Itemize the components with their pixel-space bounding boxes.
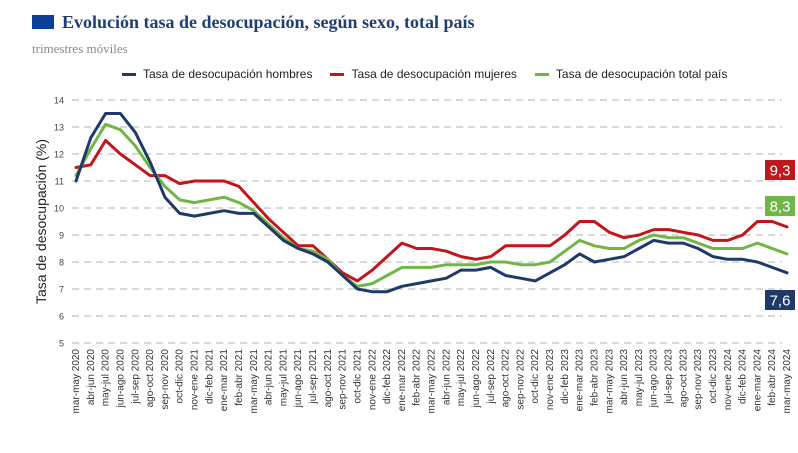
x-tick-label: oct-dic 2022 <box>530 349 541 404</box>
legend-label-total: Tasa de desocupación total país <box>555 67 728 81</box>
y-axis-title: Tasa de desocupación (%) <box>33 139 49 304</box>
end-label-box-0 <box>765 160 795 180</box>
x-tick-label: feb-abr 2022 <box>412 349 423 406</box>
x-tick-label: abr-jun 2020 <box>86 349 97 406</box>
x-tick-label: may-jul 2020 <box>101 349 112 407</box>
x-tick-label: feb-abr 2023 <box>589 349 600 406</box>
x-tick-label: feb-abr 2024 <box>767 349 778 406</box>
y-tick-label-12: 12 <box>54 150 64 160</box>
x-tick-label: abr-jun 2022 <box>441 349 452 406</box>
end-label-1: 8,3 <box>770 199 791 216</box>
x-tick-label: may-jul 2022 <box>456 349 467 407</box>
legend-swatch-total <box>534 72 549 76</box>
x-tick-label: nov-ene 2021 <box>190 349 201 411</box>
x-tick-label: dic-feb 2021 <box>204 349 215 404</box>
legend-label-mujeres: Tasa de desocupación mujeres <box>351 67 517 81</box>
series-line-2 <box>74 122 789 288</box>
x-tick-label: abr-jun 2021 <box>264 349 275 406</box>
x-tick-label: ago-oct 2022 <box>501 349 512 408</box>
y-tick-label-9: 9 <box>59 231 64 241</box>
x-tick-label: sep-nov 2022 <box>515 349 526 410</box>
y-tick-label-10: 10 <box>54 204 64 214</box>
y-tick-label-8: 8 <box>59 258 64 268</box>
x-tick-label: jul-sep 2020 <box>130 349 141 405</box>
x-tick-label: ago-oct 2023 <box>678 349 689 408</box>
x-tick-label: dic-feb 2024 <box>738 349 749 404</box>
x-tick-label: ene-mar 2023 <box>575 349 586 412</box>
y-tick-label-14: 14 <box>54 96 64 106</box>
x-tick-label: dic-feb 2023 <box>560 349 571 404</box>
x-tick-label: mar-may 2023 <box>604 349 615 414</box>
x-tick-label: jun-ago 2022 <box>471 349 482 409</box>
x-tick-label: may-jul 2021 <box>278 349 289 407</box>
x-tick-label: feb-abr 2021 <box>234 349 245 406</box>
x-tick-label: jul-sep 2023 <box>664 349 675 405</box>
x-tick-label: mar-may 2024 <box>782 349 793 414</box>
flag-icon <box>32 15 54 29</box>
chart-title: Evolución tasa de desocupación, según se… <box>62 11 475 32</box>
x-tick-label: mar-may 2020 <box>71 349 82 414</box>
x-tick-label: jun-ago 2020 <box>115 349 126 409</box>
legend-item-mujeres: Tasa de desocupación mujeres <box>330 67 517 81</box>
end-label-box-2 <box>765 290 795 310</box>
x-tick-label: mar-may 2022 <box>427 349 438 414</box>
x-tick-label: nov-ene 2024 <box>723 349 734 411</box>
x-tick-label: oct-dic 2020 <box>175 349 186 404</box>
x-tick-label: oct-dic 2021 <box>352 349 363 404</box>
legend-swatch-hombres <box>122 72 136 76</box>
x-tick-label: sep-nov 2020 <box>160 349 171 410</box>
series-line-0 <box>74 112 789 294</box>
x-tick-label: sep-nov 2023 <box>693 349 704 410</box>
x-tick-label: jul-sep 2022 <box>486 349 497 405</box>
x-tick-label: ene-mar 2022 <box>397 349 408 412</box>
x-tick-label: nov-ene 2022 <box>367 349 378 411</box>
chart-subtitle: trimestres móviles <box>32 41 128 56</box>
x-tick-label: abr-jun 2023 <box>619 349 630 406</box>
y-tick-label-7: 7 <box>59 285 64 295</box>
x-tick-label: jun-ago 2023 <box>649 349 660 409</box>
x-tick-label: sep-nov 2021 <box>338 349 349 410</box>
x-tick-label: ago-oct 2020 <box>145 349 156 408</box>
y-tick-label-11: 11 <box>55 177 64 187</box>
end-label-2: 7,6 <box>770 293 791 310</box>
x-tick-label: ene-mar 2021 <box>219 349 230 412</box>
y-tick-label-6: 6 <box>59 312 64 322</box>
x-tick-label: ene-mar 2024 <box>752 349 763 412</box>
legend-item-hombres: Tasa de desocupación hombres <box>122 67 312 81</box>
x-tick-label: mar-may 2021 <box>249 349 260 414</box>
x-tick-label: dic-feb 2022 <box>382 349 393 404</box>
y-tick-label-5: 5 <box>59 339 64 349</box>
y-tick-label-13: 13 <box>54 123 64 133</box>
x-tick-label: ago-oct 2021 <box>323 349 334 408</box>
x-tick-label: oct-dic 2023 <box>708 349 719 404</box>
x-tick-label: jul-sep 2021 <box>308 349 319 405</box>
end-label-0: 9,3 <box>770 163 791 180</box>
x-tick-label: nov-ene 2023 <box>545 349 556 411</box>
legend-label-hombres: Tasa de desocupación hombres <box>143 67 313 81</box>
legend-swatch-mujeres <box>330 72 345 76</box>
x-tick-label: may-jul 2023 <box>634 349 645 407</box>
end-label-box-1 <box>765 196 795 216</box>
x-tick-label: jun-ago 2021 <box>293 349 304 409</box>
legend-item-total: Tasa de desocupación total país <box>534 67 728 81</box>
legend: Tasa de desocupación hombres Tasa de des… <box>122 67 745 81</box>
series-line-1 <box>74 139 789 283</box>
title-row: Evolución tasa de desocupación, según se… <box>32 12 475 32</box>
